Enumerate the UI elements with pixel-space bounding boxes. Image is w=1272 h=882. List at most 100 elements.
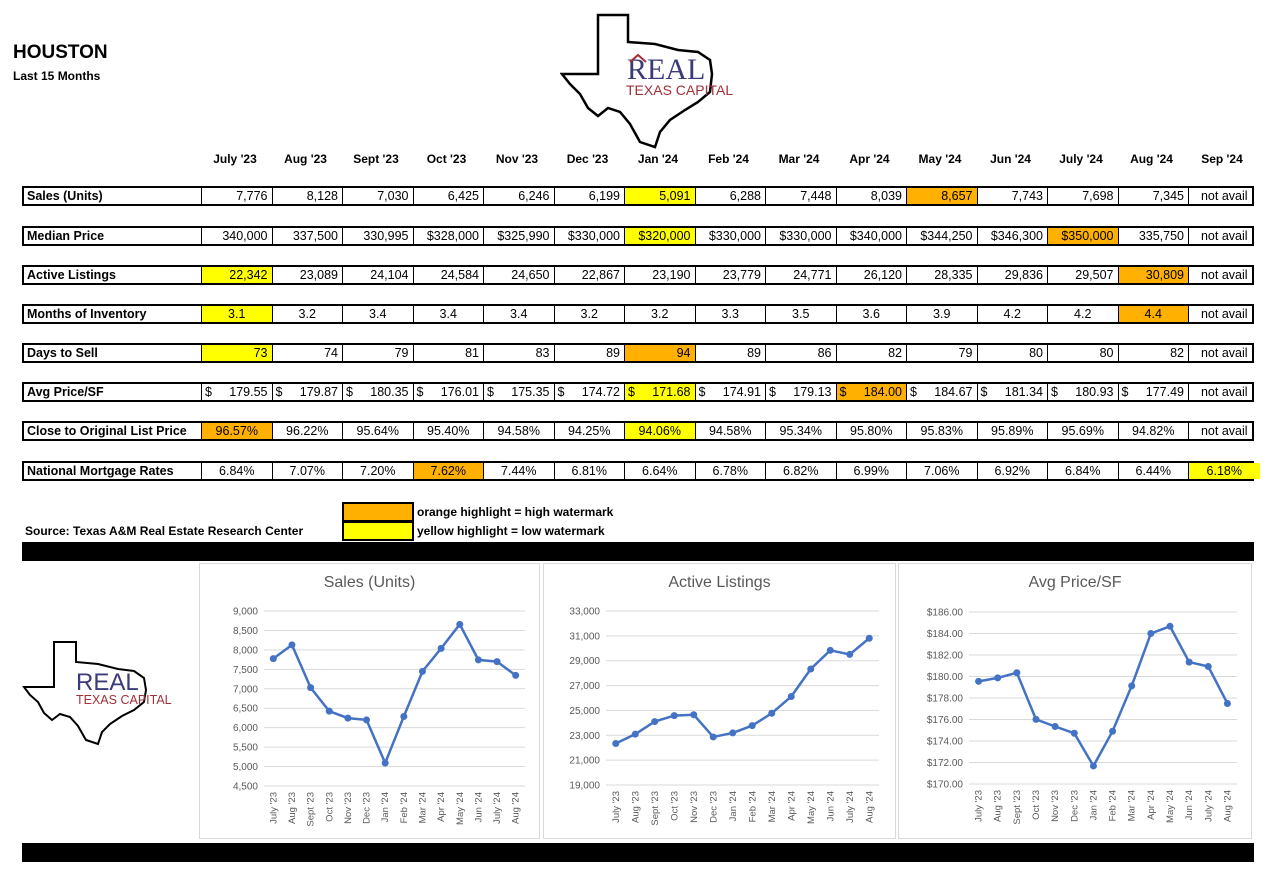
page-title: HOUSTON <box>13 42 108 63</box>
legend-orange-label: orange highlight = high watermark <box>417 505 614 519</box>
table-cell: $330,000 <box>555 228 625 244</box>
table-cell: 7,448 <box>766 188 837 204</box>
table-cell: 8,657 <box>907 188 978 204</box>
month-header-cell: Mar '24 <box>778 152 820 166</box>
data-point <box>325 707 333 715</box>
table-cell: $174.72 <box>555 384 625 400</box>
data-point <box>1089 762 1097 770</box>
legend-orange-swatch <box>342 502 414 522</box>
table-cell: 6.84% <box>202 463 273 479</box>
x-tick-label: Apr '24 <box>436 792 447 822</box>
y-tick-label: $186.00 <box>927 608 964 619</box>
table-cell: not avail <box>1200 424 1248 438</box>
table-cell: 94.25% <box>555 423 625 439</box>
chart-sales-svg: 9,000 8,500 8,000 7,500 7,000 6,500 6,000 5,500… <box>233 607 525 827</box>
y-tick-label: $180.00 <box>927 672 964 683</box>
chart-title-avg-price-sf: Avg Price/SF <box>1028 574 1122 591</box>
y-tick-label: 6,000 <box>233 723 258 734</box>
x-tick-label: May '24 <box>806 791 817 824</box>
table-cell: 95.80% <box>837 423 907 439</box>
table-cell: $174.91 <box>696 384 766 400</box>
table-row: Sales (Units) 7,776 8,128 7,030 6,425 6,246 6,… <box>22 186 1254 206</box>
table-cell: 6.64% <box>625 463 696 479</box>
table-cell: $350,000 <box>1048 228 1119 244</box>
data-point <box>493 658 501 666</box>
y-tick-label: 5,000 <box>233 762 258 773</box>
table-cell: 7,345 <box>1119 188 1189 204</box>
data-point <box>651 718 659 726</box>
table-cell: 95.83% <box>907 423 978 439</box>
table-cell: $184.67 <box>907 384 978 400</box>
data-point <box>344 714 352 722</box>
data-point <box>512 671 520 679</box>
table-cell: 6.99% <box>837 463 907 479</box>
month-header-cell: Nov '23 <box>495 152 539 166</box>
table-cell: 6.78% <box>696 463 766 479</box>
table-cell: 337,500 <box>273 228 343 244</box>
table-row: Active Listings 22,342 23,089 24,104 24,584 2… <box>22 265 1254 285</box>
table-cell: $325,990 <box>484 228 555 244</box>
table-cell: 28,335 <box>907 267 978 283</box>
table-cell: 89 <box>555 345 625 361</box>
table-cell: 23,190 <box>625 267 696 283</box>
data-point <box>1051 722 1059 730</box>
source-note: Source: Texas A&M Real Estate Research C… <box>25 524 304 538</box>
table-cell: 94.82% <box>1119 423 1189 439</box>
x-tick-label: Oct '23 <box>324 792 335 822</box>
x-tick-label: July '24 <box>1203 790 1214 822</box>
table-cell: $346,300 <box>978 228 1048 244</box>
data-point <box>631 730 639 738</box>
logo-word-capital: TEXAS CAPITAL <box>76 693 172 707</box>
table-cell: 24,650 <box>484 267 555 283</box>
x-tick-label: Aug '24 <box>864 791 875 823</box>
x-tick-label: Feb '24 <box>399 792 410 823</box>
table-cell: 4.4 <box>1118 306 1189 322</box>
table-cell: 3.2 <box>273 306 343 322</box>
table-cell: not avail <box>1200 346 1248 360</box>
x-tick-label: May '24 <box>1165 790 1176 823</box>
table-cell: 81 <box>414 345 484 361</box>
table-cell: 79 <box>907 345 978 361</box>
table-cell: 80 <box>1048 345 1119 361</box>
data-point <box>456 620 464 628</box>
table-cell: 7,776 <box>202 188 273 204</box>
table-cell: $344,250 <box>907 228 978 244</box>
y-tick-label: 27,000 <box>569 681 600 692</box>
data-point <box>787 693 795 701</box>
x-tick-label: July '23 <box>974 790 985 822</box>
logo-word-capital: TEXAS CAPITAL <box>626 82 733 98</box>
y-tick-label: $172.00 <box>927 758 964 769</box>
x-tick-label: Sept '23 <box>306 792 317 827</box>
data-point <box>437 644 445 652</box>
table-cell: 6.81% <box>555 463 625 479</box>
table-row: Days to Sell 73 74 79 81 83 89 94 89 86 82 79 80 80 82… <box>22 343 1254 363</box>
y-tick-label: 33,000 <box>569 607 600 618</box>
row-label: Avg Price/SF <box>24 384 202 400</box>
table-cell: 6.18% <box>1189 463 1260 479</box>
y-tick-label: 21,000 <box>569 756 600 767</box>
table-cell: 94.58% <box>484 423 555 439</box>
table-cell: 94 <box>625 345 696 361</box>
table-cell: 95.64% <box>343 423 414 439</box>
table-cell: 4.2 <box>1048 306 1119 322</box>
y-tick-label: $174.00 <box>927 737 964 748</box>
table-cell: 3.4 <box>343 306 414 322</box>
table-cell: $184.00 <box>836 384 907 400</box>
data-point <box>807 665 815 673</box>
x-tick-label: Sept '23 <box>1012 790 1023 825</box>
table-cell: 6.44% <box>1119 463 1189 479</box>
data-point <box>288 641 296 649</box>
table-cell: not avail <box>1200 189 1248 203</box>
table-cell: 83 <box>484 345 555 361</box>
table-cell: 29,836 <box>978 267 1048 283</box>
table-cell: 7,030 <box>343 188 414 204</box>
chart-panel-sales: Sales (Units) 9,000 8,500 8,000 7,500 7,000 6… <box>199 563 540 839</box>
real-texas-capital-logo-small: REAL TEXAS CAPITAL <box>22 641 172 746</box>
data-point <box>1166 622 1174 630</box>
table-cell: 94.06% <box>625 423 696 439</box>
table-cell: 3.6 <box>837 306 907 322</box>
table-cell: $180.35 <box>343 384 414 400</box>
table-cell: 7.07% <box>273 463 343 479</box>
y-tick-label: $184.00 <box>927 629 964 640</box>
month-header-cell: Dec '23 <box>566 152 609 166</box>
